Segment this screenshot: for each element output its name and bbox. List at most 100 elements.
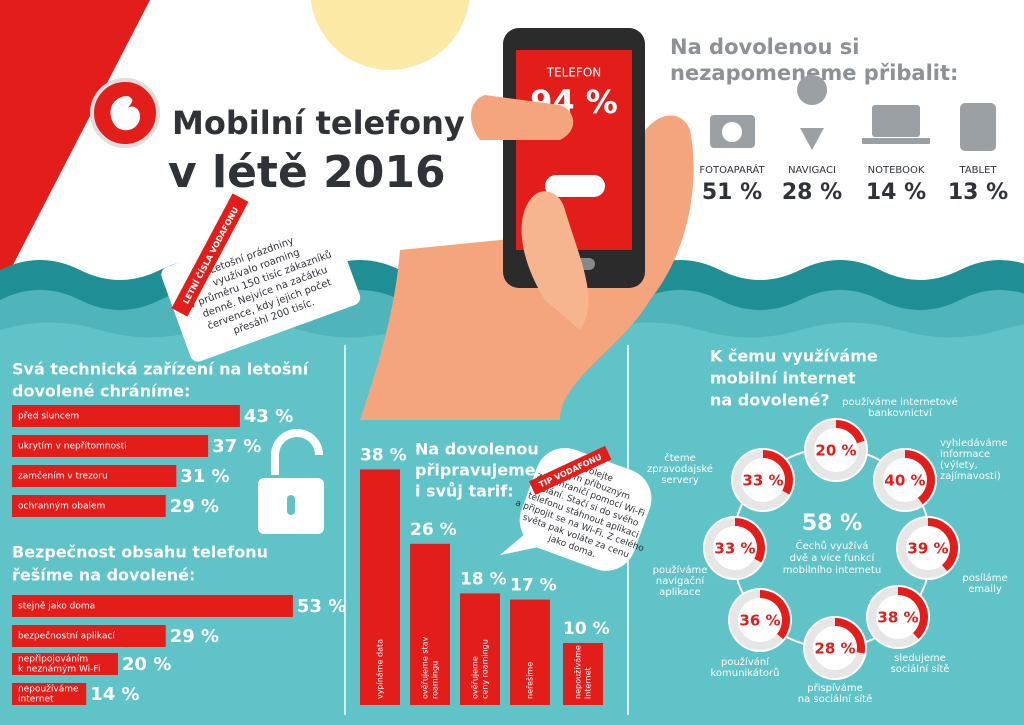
donut-label: bankovnictví [868, 407, 933, 419]
packing-label: TABLET [958, 165, 997, 176]
bar [410, 543, 450, 705]
donut-label: servery [661, 475, 699, 486]
donut-value: 33 % [714, 540, 755, 558]
donut-label: emaily [968, 584, 1002, 595]
bar-value: 29 % [170, 496, 219, 517]
donut-label: informace [940, 449, 990, 460]
tag-bg [528, 445, 612, 496]
bar [460, 593, 500, 705]
center-text: dvě a více funkcí [790, 552, 876, 564]
bar [12, 595, 293, 617]
bar [12, 495, 166, 517]
bar-label: internet [584, 667, 593, 699]
bar-label: internet [18, 695, 54, 705]
call-button [545, 175, 605, 197]
donut-label: sledujeme [894, 653, 946, 664]
packing-icons [710, 75, 996, 151]
packing-label: FOTOAPARÁT [699, 163, 765, 176]
bar-value: 37 % [212, 436, 261, 457]
donut-label: čteme [664, 452, 695, 464]
packing-title: Na dovolenou si [670, 35, 859, 59]
tablet-icon [960, 103, 996, 151]
finger [521, 191, 589, 330]
packing-label: NAVIGACI [788, 165, 836, 176]
donut-arc [835, 420, 865, 444]
bar [12, 683, 87, 705]
donut-label: používáme [653, 564, 708, 576]
bar [12, 435, 209, 457]
notebook-base [862, 138, 930, 144]
notebook-icon [872, 105, 920, 137]
section-title: připravujeme [415, 461, 536, 480]
donut-label: posíláme [962, 572, 1007, 584]
bar [510, 599, 550, 705]
donut-label: zajímavosti) [940, 470, 1001, 482]
packing-value: 14 % [866, 180, 926, 205]
bar-value: 14 % [90, 684, 139, 705]
bar-value: 26 % [410, 520, 457, 540]
donut-label: přispíváme [807, 682, 863, 694]
center-bg [770, 500, 895, 590]
bar-label: nepoužíváme [574, 645, 583, 699]
center-value: 58 % [802, 511, 862, 536]
bar-value: 38 % [360, 445, 407, 465]
bar-value: 10 % [563, 619, 610, 639]
donut-arc [734, 518, 765, 563]
lock-icon [258, 429, 324, 534]
packing-label: NOTEBOOK [868, 165, 925, 176]
donut-label: zpravodajské [647, 463, 713, 475]
packing-value: 13 % [948, 180, 1008, 205]
donut-value: 39 % [907, 540, 948, 558]
donut-arc [904, 450, 935, 505]
donut-value: 38 % [877, 609, 918, 627]
bar [12, 653, 118, 675]
donut-value: 40 % [884, 472, 925, 490]
donut-arc [897, 587, 928, 639]
donut-label: navigační [656, 575, 705, 587]
bar-value: 17 % [510, 576, 557, 596]
packing-value: 28 % [782, 180, 842, 205]
bar-value: 31 % [180, 466, 229, 487]
donut-value: 36 % [739, 612, 780, 630]
bar [563, 643, 603, 705]
note-bubble [161, 210, 361, 362]
bar-label: ověřujeme [471, 656, 480, 699]
bar-label: nepoužíváme [18, 685, 79, 695]
donut-value: 33 % [742, 472, 783, 490]
bar-label: ceny roamingu [481, 639, 490, 699]
bar-value: 29 % [170, 626, 219, 647]
bar-label: ověřujeme stav [421, 636, 430, 699]
bar-value: 20 % [122, 654, 171, 675]
tag-bg [171, 193, 249, 317]
section-title: na dovolené? [710, 391, 829, 410]
title: Mobilní telefony [172, 104, 465, 142]
bar [12, 465, 177, 487]
bar [12, 625, 166, 647]
center-text: mobilního internetu [783, 564, 881, 576]
section-title: i svůj tarif: [415, 482, 514, 501]
bar-label: nepřipojováním [18, 655, 88, 665]
bar-label: zamčením v trezoru [18, 471, 108, 482]
section-title: Svá technická zařízení na letošní [12, 360, 310, 379]
donut-arc [759, 590, 790, 640]
bar-label: ukrytím v nepřítomnosti [18, 442, 127, 452]
section-title: dovolené chráníme: [12, 382, 190, 401]
pin-icon [797, 75, 828, 150]
donut-label: (výlety, [940, 459, 978, 471]
bar-label: ochranným obalem [18, 502, 105, 512]
bar-label: stejně jako doma [18, 602, 95, 612]
section-title: K čemu využíváme [710, 347, 878, 366]
bar-label: bezpečnostní aplikací [18, 631, 115, 642]
donut-label: komunikátorů [711, 667, 780, 679]
donut-label: na sociální sítě [798, 693, 873, 705]
donut-label: vyhledáváme [940, 437, 1008, 449]
lock-hole [287, 495, 295, 515]
donut-label: používáme internetové [842, 396, 958, 408]
packing-value: 51 % [702, 180, 762, 205]
donut-label: sociální sítě [891, 663, 950, 675]
bar-value: 43 % [244, 406, 293, 427]
bar-label: k neznámým Wi-Fi [18, 665, 100, 675]
bar [12, 405, 240, 427]
